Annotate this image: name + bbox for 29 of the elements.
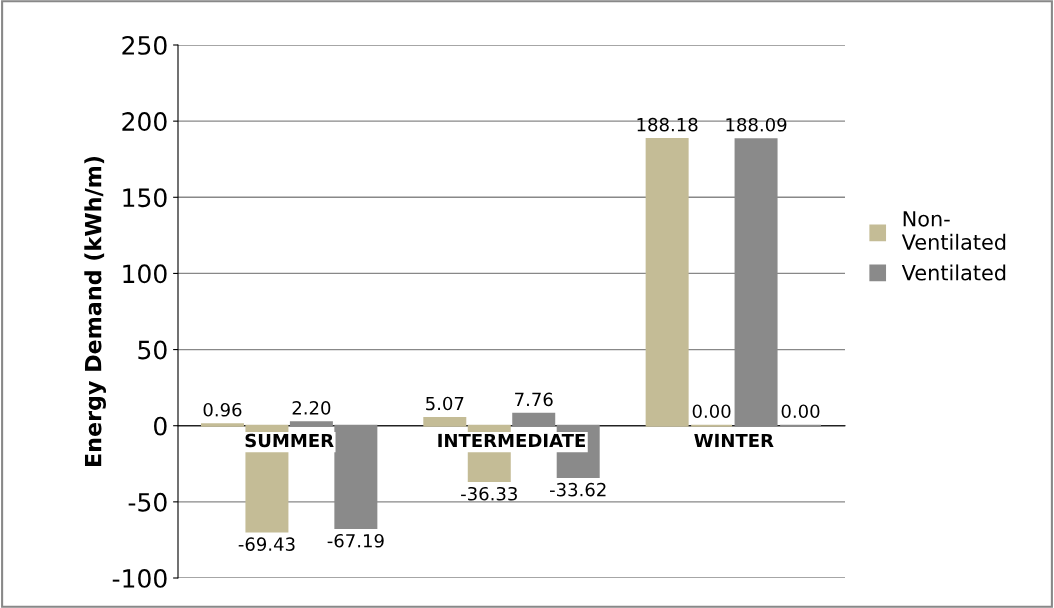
x-tick-label: SUMMER	[245, 433, 334, 448]
y-axis-title: Energy Demand (kWh/m)	[84, 156, 106, 466]
data-label: 0.00	[692, 404, 731, 419]
data-label: 0.00	[781, 404, 820, 419]
data-label: 5.07	[426, 396, 464, 411]
data-label: -36.33	[461, 486, 517, 501]
y-tick-label: 250	[122, 35, 167, 55]
legend-label: Non-Ventilated	[901, 211, 1006, 250]
data-label: 7.76	[515, 392, 553, 407]
bar	[645, 138, 689, 427]
y-tick-label: 100	[123, 264, 167, 284]
data-label: -33.62	[549, 482, 606, 497]
data-label: -69.43	[238, 537, 295, 551]
y-tick-label: -50	[128, 492, 167, 512]
legend-label: Ventilated	[901, 264, 1006, 281]
bar	[512, 412, 556, 427]
x-tick-label: WINTER	[694, 433, 774, 448]
y-tick-label: 50	[138, 340, 167, 360]
x-tick-label: INTERMEDIATE	[438, 433, 585, 448]
y-tick-label: 200	[122, 112, 167, 131]
data-label: 2.20	[292, 401, 331, 415]
y-tick-label: -100	[112, 568, 167, 588]
data-label: 188.18	[637, 117, 698, 132]
y-tick-label: 150	[123, 188, 167, 208]
bar	[423, 416, 467, 427]
y-tick-label: 0	[154, 416, 167, 436]
data-label: 188.09	[726, 117, 787, 132]
data-label: 0.96	[203, 402, 242, 417]
data-label: -67.19	[327, 533, 384, 548]
